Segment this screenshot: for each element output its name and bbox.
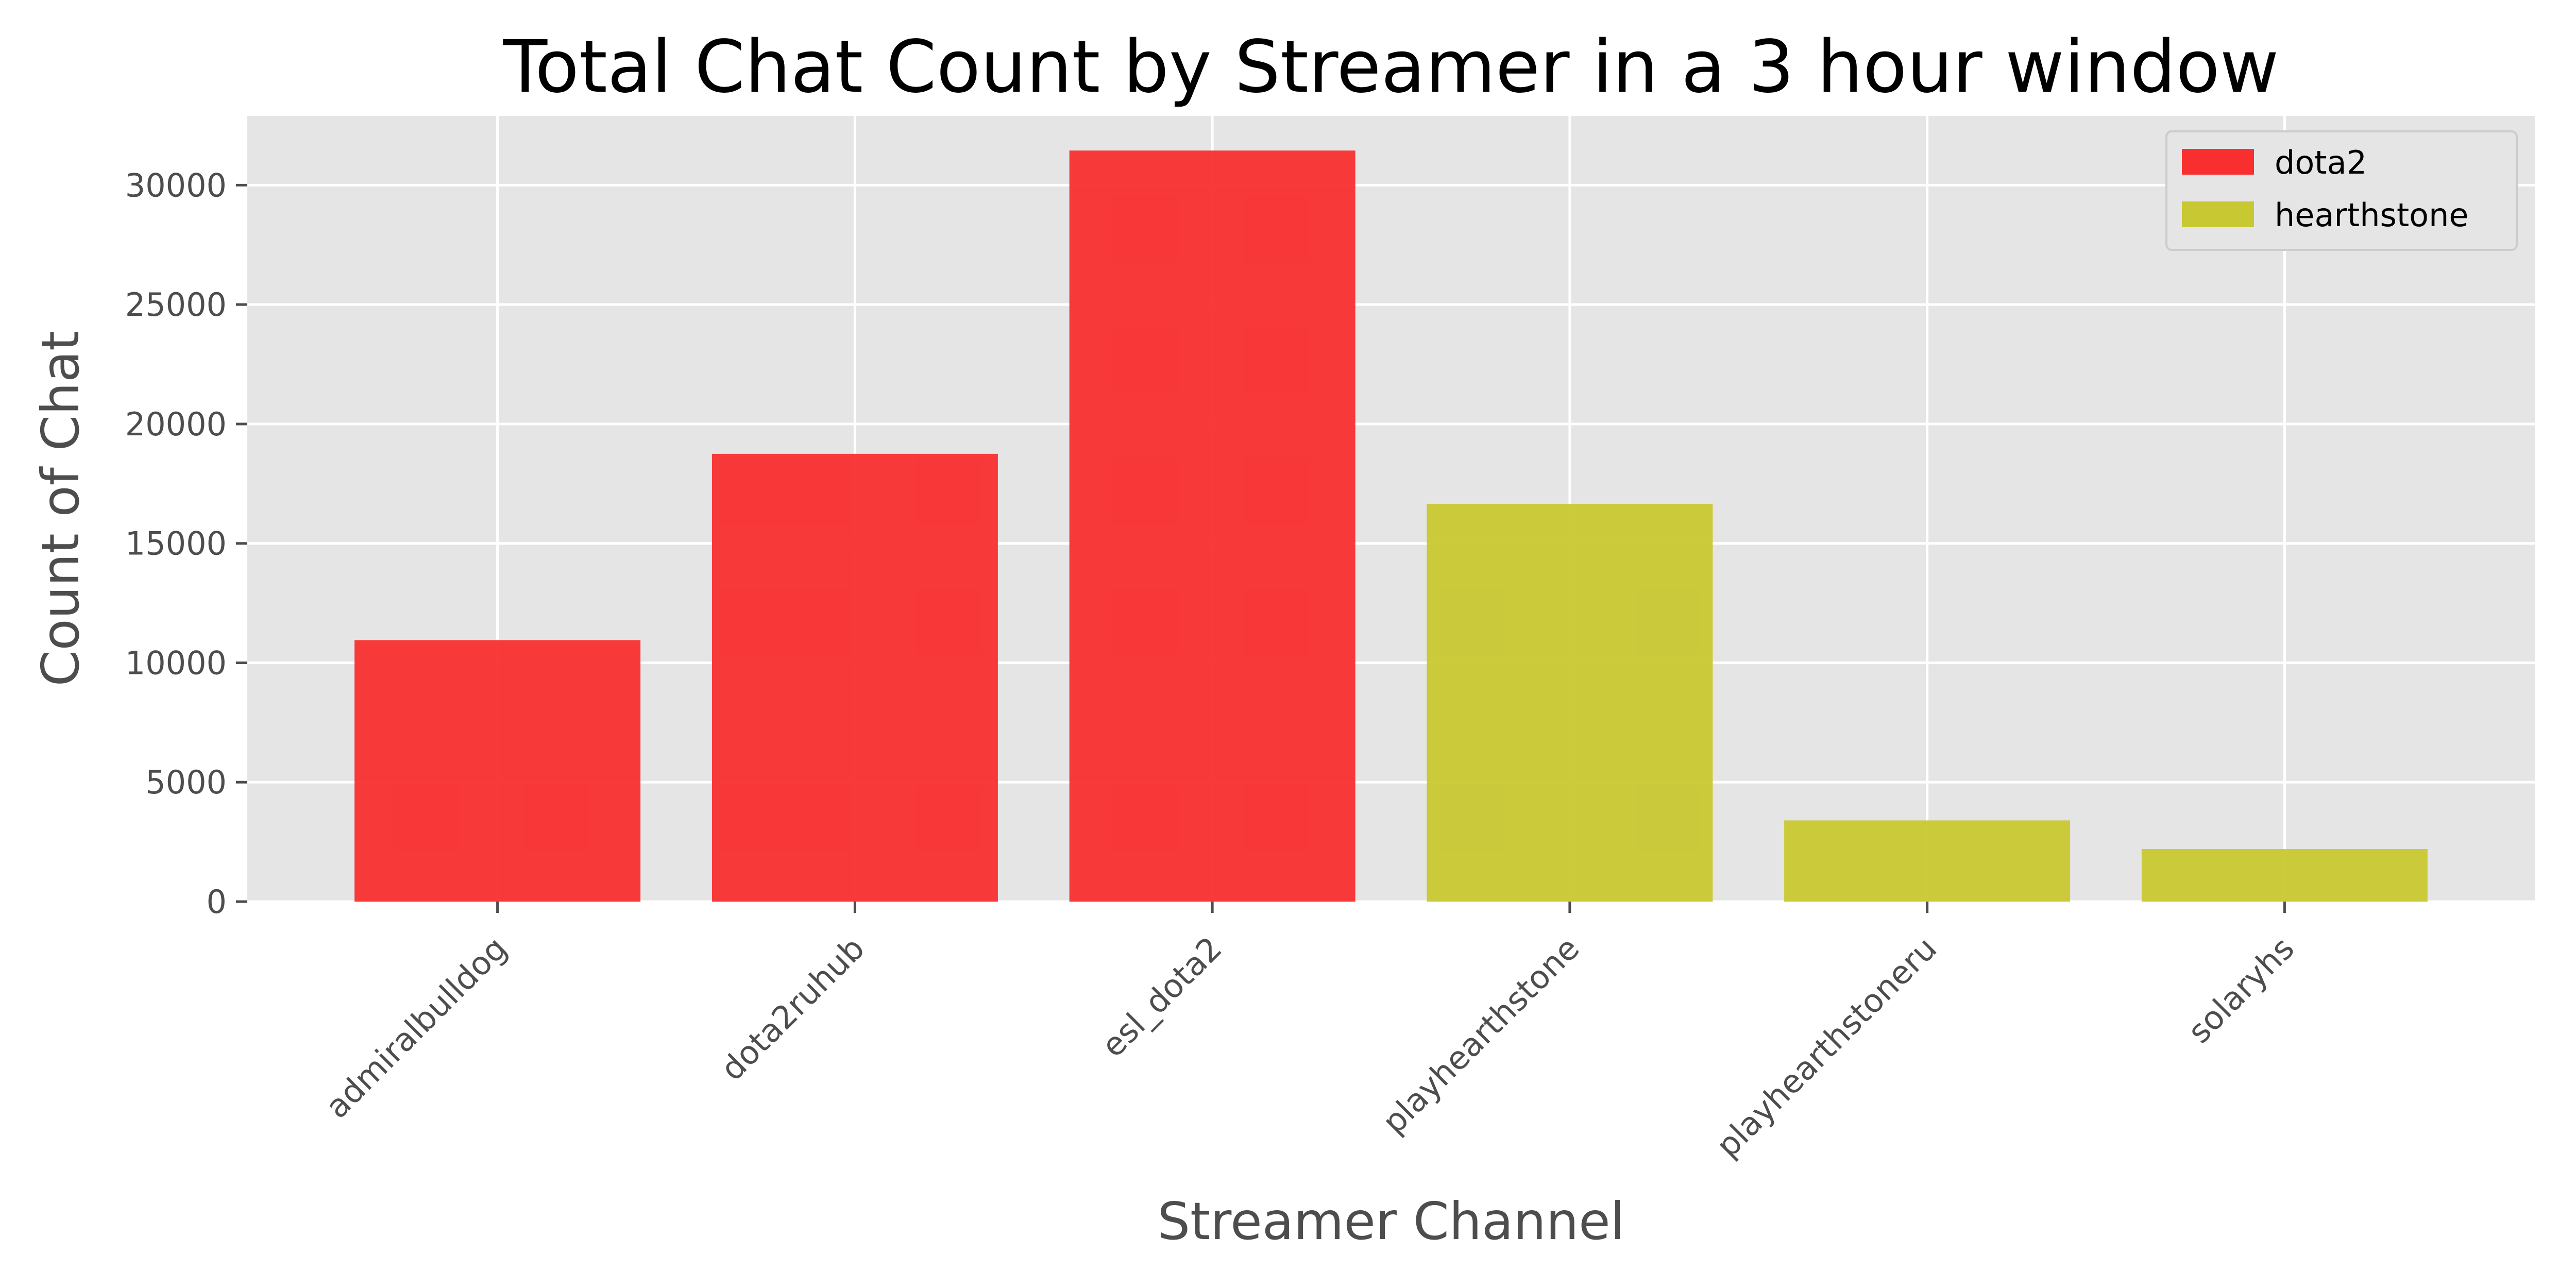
x-tick-label: dota2ruhub — [714, 929, 872, 1088]
x-tick-label: solaryhs — [2180, 929, 2301, 1050]
y-tick-label: 10000 — [125, 644, 227, 682]
y-axis: 0 5000 10000 15000 20000 25000 30000 — [125, 166, 247, 921]
bar-playhearthstone — [1427, 504, 1713, 902]
chart-title: Total Chat Count by Streamer in a 3 hour… — [503, 25, 2279, 109]
x-axis-label: Streamer Channel — [1158, 1191, 1625, 1251]
legend: dota2 hearthstone — [2165, 130, 2518, 251]
bar-admiralbulldog — [354, 640, 641, 902]
bars — [354, 150, 2428, 902]
x-tick-label: playhearthstone — [1375, 929, 1587, 1141]
y-tick-label: 25000 — [125, 286, 227, 324]
y-tick-label: 15000 — [125, 525, 227, 563]
bar-playhearthstoneru — [1784, 820, 2071, 902]
bar-dota2ruhub — [711, 453, 998, 902]
x-axis: admiralbulldog dota2ruhub esl_dota2 playhea… — [318, 902, 2301, 1164]
y-tick-label: 30000 — [125, 166, 227, 204]
legend-swatch-hearthstone — [2182, 201, 2254, 227]
x-tick-label: esl_dota2 — [1094, 929, 1229, 1064]
legend-label-hearthstone: hearthstone — [2275, 196, 2469, 234]
bar-solaryhs — [2141, 849, 2428, 902]
legend-swatch-dota2 — [2182, 149, 2254, 175]
y-axis-label: Count of Chat — [30, 331, 91, 687]
y-tick-label: 5000 — [145, 764, 227, 801]
legend-label-dota2: dota2 — [2275, 144, 2367, 181]
y-tick-label: 0 — [207, 883, 227, 921]
x-tick-label: admiralbulldog — [318, 929, 514, 1126]
y-tick-label: 20000 — [125, 405, 227, 443]
x-tick-label: playhearthstoneru — [1709, 929, 1944, 1164]
bar-esl-dota2 — [1069, 150, 1355, 902]
